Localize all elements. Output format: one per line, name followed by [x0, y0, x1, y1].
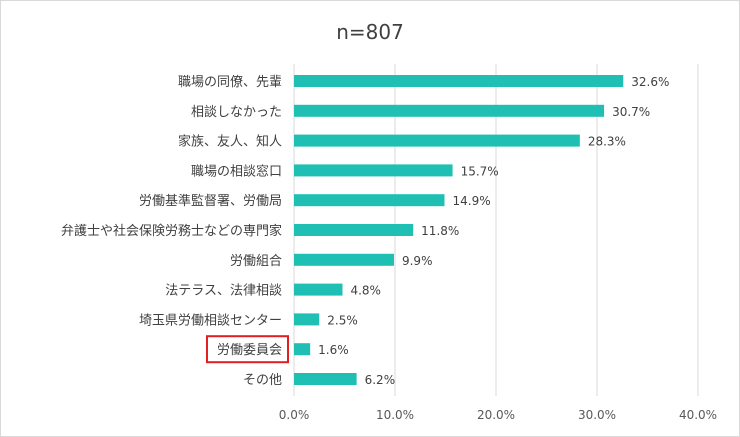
category-label: 埼玉県労働相談センター — [139, 312, 282, 328]
bar — [294, 194, 445, 207]
category-label: 労働組合 — [230, 254, 282, 269]
category-label: 職場の相談窓口 — [191, 163, 282, 179]
value-label: 14.9% — [452, 194, 490, 208]
bar — [294, 343, 311, 356]
bar — [294, 253, 394, 266]
grid-layer — [293, 64, 699, 396]
bar — [294, 373, 357, 385]
value-label: 6.2% — [365, 373, 396, 387]
value-label: 1.6% — [318, 343, 349, 357]
bar — [294, 283, 343, 296]
bar — [294, 134, 580, 147]
value-label: 4.8% — [350, 284, 381, 298]
x-tick-label: 40.0% — [679, 408, 717, 422]
x-tick-label: 10.0% — [376, 408, 414, 422]
value-label: 28.3% — [588, 135, 626, 149]
value-labels: 32.6% 30.7% 28.3% 15.7% 14.9% 11.8% 9.9% 4.8% 2.… — [318, 75, 669, 387]
bar — [294, 104, 605, 117]
value-label: 9.9% — [402, 254, 433, 268]
x-tick-labels: 0.0% 10.0% 20.0% 30.0% 40.0% — [279, 408, 717, 422]
category-label: 職場の同僚、先輩 — [178, 75, 282, 90]
category-label: 相談しなかった — [191, 104, 282, 120]
category-label: 家族、友人、知人 — [178, 134, 282, 150]
category-label: 法テラス、法律相談 — [165, 283, 282, 299]
bar-layer — [294, 75, 624, 385]
value-label: 11.8% — [421, 224, 459, 238]
highlight-box — [205, 335, 289, 364]
category-label: 労働基準監督署、労働局 — [139, 193, 282, 209]
bar — [294, 224, 414, 236]
value-label: 2.5% — [327, 313, 358, 327]
value-label: 15.7% — [461, 164, 499, 178]
category-label: 弁護士や社会保険労務士などの専門家 — [61, 223, 282, 239]
x-tick-label: 20.0% — [477, 408, 515, 422]
x-tick-label: 0.0% — [279, 408, 310, 422]
value-label: 30.7% — [612, 105, 650, 119]
category-labels: 職場の同僚、先輩相談しなかった家族、友人、知人職場の相談窓口労働基準監督署、労働… — [61, 75, 289, 388]
x-tick-label: 30.0% — [578, 408, 616, 422]
category-label: その他 — [243, 373, 282, 388]
chart-title: n=807 — [336, 20, 404, 44]
bar — [294, 164, 453, 177]
bar — [294, 75, 624, 87]
category-label: 労働委員会 — [217, 343, 282, 358]
value-label: 32.6% — [631, 75, 669, 89]
bar — [294, 313, 320, 326]
